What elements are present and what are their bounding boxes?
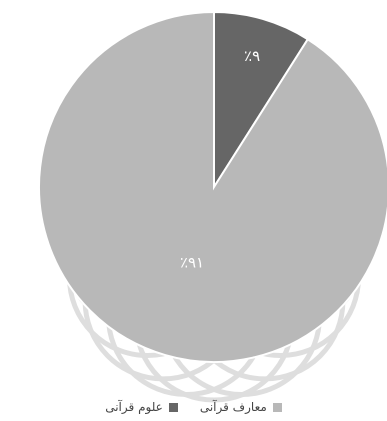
- legend-label-maaref: معارف قرآنی: [199, 400, 267, 414]
- legend-swatch-oloom: [168, 402, 178, 412]
- legend-label-oloom: علوم قرآنی: [105, 400, 163, 414]
- pie-slice-oloom: [213, 10, 310, 191]
- pie-label-maaref: ٪۹۱: [180, 254, 204, 272]
- pie-slice-labels: ٪۹ ٪۹۱: [180, 47, 260, 272]
- legend-swatch-maaref: [272, 402, 282, 412]
- legend-item-maaref: معارف قرآنی: [200, 400, 282, 414]
- legend: معارف قرآنی علوم قرآنی: [0, 400, 387, 414]
- legend-item-oloom: علوم قرآنی: [105, 400, 178, 414]
- pie-slice-maaref: [38, 10, 387, 363]
- pie-label-oloom: ٪۹: [244, 47, 260, 65]
- pie-slices: [38, 10, 387, 363]
